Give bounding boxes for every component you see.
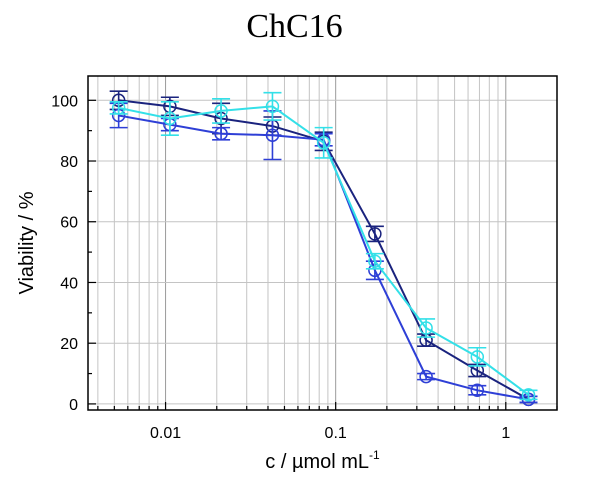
axis-ticks: 0.01 0.1 1 0 20 40 60 80 100 bbox=[51, 93, 558, 442]
data-point bbox=[521, 388, 536, 402]
y-tick-label: 60 bbox=[60, 215, 78, 232]
data-point bbox=[214, 126, 228, 141]
y-tick-label: 20 bbox=[60, 336, 78, 353]
x-tick-label: 1 bbox=[501, 425, 510, 442]
data-point bbox=[111, 101, 126, 115]
x-axis-label-main: c / µmol mL bbox=[265, 451, 369, 473]
y-tick-label: 100 bbox=[51, 93, 78, 110]
data-point bbox=[316, 136, 331, 150]
data-point bbox=[265, 128, 280, 142]
x-axis-label-superscript: -1 bbox=[369, 448, 380, 462]
x-tick-label: 0.01 bbox=[150, 425, 181, 442]
y-tick-label: 80 bbox=[60, 154, 78, 171]
y-axis-label: Viability / % bbox=[16, 191, 38, 294]
data-point bbox=[265, 99, 280, 114]
x-axis-label: c / µmol mL-1 bbox=[265, 448, 380, 473]
y-tick-label: 40 bbox=[60, 275, 78, 292]
data-point bbox=[419, 321, 433, 335]
data-point bbox=[368, 254, 382, 268]
grid bbox=[88, 76, 558, 410]
data-point bbox=[470, 350, 485, 364]
x-tick-label: 0.1 bbox=[325, 425, 347, 442]
data-point bbox=[470, 383, 485, 398]
y-tick-label: 0 bbox=[69, 397, 78, 414]
data-point bbox=[214, 104, 228, 118]
chart-title: ChC16 bbox=[246, 8, 343, 45]
data-point bbox=[368, 227, 382, 241]
series-group bbox=[109, 90, 538, 407]
data-point bbox=[163, 111, 177, 126]
data-point bbox=[419, 369, 433, 384]
series-3 bbox=[109, 91, 538, 402]
plot-frame bbox=[87, 75, 558, 411]
